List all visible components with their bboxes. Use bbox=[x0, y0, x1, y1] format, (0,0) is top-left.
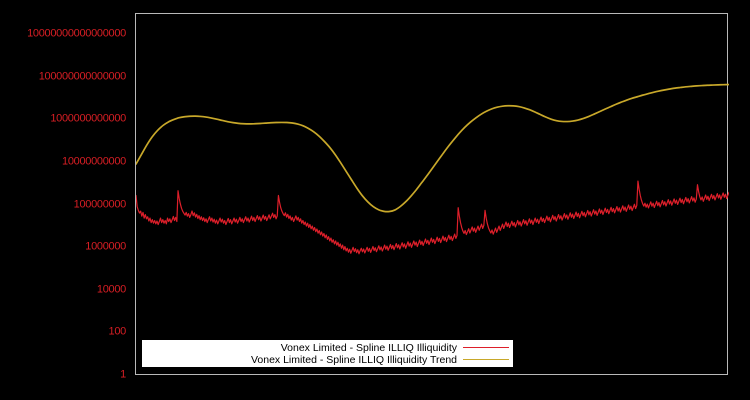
legend-swatch-illiquidity bbox=[463, 347, 509, 348]
y-axis: 10000000000000000 100000000000000 10000000… bbox=[0, 0, 133, 400]
legend-label-illiquidity: Vonex Limited - Spline ILLIQ Illiquidity bbox=[280, 341, 457, 354]
legend-label-trend: Vonex Limited - Spline ILLIQ Illiquidity… bbox=[250, 353, 457, 366]
y-axis-tick-label: 1000000000000 bbox=[50, 112, 126, 125]
legend-swatch-trend bbox=[463, 359, 509, 360]
y-axis-tick-label: 1000000 bbox=[85, 240, 126, 253]
plot-area bbox=[135, 13, 729, 375]
trend-line bbox=[136, 83, 729, 213]
illiquidity-line bbox=[136, 180, 729, 255]
y-axis-tick-label: 10000000000 bbox=[62, 155, 126, 168]
legend: Vonex Limited - Spline ILLIQ Illiquidity… bbox=[142, 340, 513, 367]
legend-item-illiquidity[interactable]: Vonex Limited - Spline ILLIQ Illiquidity bbox=[142, 342, 509, 354]
y-axis-tick-label: 100 bbox=[108, 325, 127, 338]
y-axis-tick-label: 100000000 bbox=[73, 198, 127, 211]
y-axis-tick-label: 100000000000000 bbox=[38, 70, 127, 83]
series-layer bbox=[136, 83, 729, 255]
y-axis-tick-label: 1 bbox=[120, 368, 126, 381]
y-axis-tick-label: 10000 bbox=[96, 283, 126, 296]
legend-item-trend[interactable]: Vonex Limited - Spline ILLIQ Illiquidity… bbox=[142, 354, 509, 366]
y-axis-tick-label: 10000000000000000 bbox=[27, 27, 126, 40]
